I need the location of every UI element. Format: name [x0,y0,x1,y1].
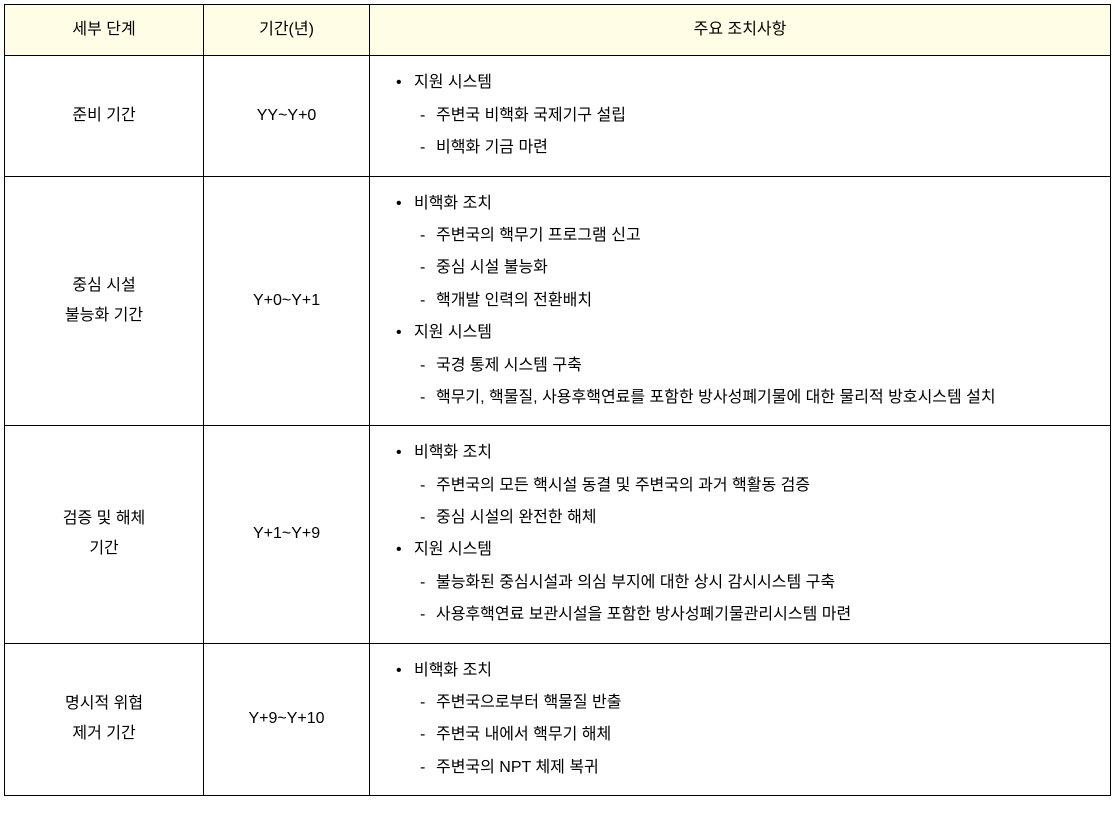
section-title: 비핵화 조치 [414,195,492,212]
cell-period: Y+1~Y+9 [204,426,370,643]
section-list: 비핵화 조치주변국으로부터 핵물질 반출주변국 내에서 핵무기 해체주변국의 N… [382,656,1098,784]
action-item: 주변국으로부터 핵물질 반출 [418,688,1098,718]
cell-stage: 중심 시설불능화 기간 [5,176,204,426]
header-stage: 세부 단계 [5,5,204,56]
section-list: 비핵화 조치주변국의 핵무기 프로그램 신고중심 시설 불능화핵개발 인력의 전… [382,189,1098,414]
cell-action: 지원 시스템주변국 비핵화 국제기구 설립비핵화 기금 마련 [369,56,1110,176]
header-action: 주요 조치사항 [369,5,1110,56]
item-list: 주변국의 핵무기 프로그램 신고중심 시설 불능화핵개발 인력의 전환배치 [414,221,1098,316]
section-list: 비핵화 조치주변국의 모든 핵시설 동결 및 주변국의 과거 핵활동 검증중심 … [382,438,1098,630]
item-list: 주변국 비핵화 국제기구 설립비핵화 기금 마련 [414,101,1098,164]
action-item: 주변국의 핵무기 프로그램 신고 [418,221,1098,251]
action-item: 핵개발 인력의 전환배치 [418,286,1098,316]
action-item: 주변국 내에서 핵무기 해체 [418,720,1098,750]
section-item: 지원 시스템국경 통제 시스템 구축핵무기, 핵물질, 사용후핵연료를 포함한 … [390,318,1098,413]
section-list: 지원 시스템주변국 비핵화 국제기구 설립비핵화 기금 마련 [382,68,1098,163]
cell-period: Y+9~Y+10 [204,643,370,796]
stage-label: 기간 [89,540,118,557]
stage-label: 중심 시설 [72,277,135,294]
table-row: 준비 기간YY~Y+0지원 시스템주변국 비핵화 국제기구 설립비핵화 기금 마… [5,56,1111,176]
table-row: 검증 및 해체기간Y+1~Y+9비핵화 조치주변국의 모든 핵시설 동결 및 주… [5,426,1111,643]
action-item: 사용후핵연료 보관시설을 포함한 방사성폐기물관리시스템 마련 [418,600,1098,630]
cell-period: Y+0~Y+1 [204,176,370,426]
cell-stage: 준비 기간 [5,56,204,176]
table-body: 준비 기간YY~Y+0지원 시스템주변국 비핵화 국제기구 설립비핵화 기금 마… [5,56,1111,796]
stage-label: 준비 기간 [72,107,135,124]
stage-label: 불능화 기간 [65,307,143,324]
section-item: 지원 시스템주변국 비핵화 국제기구 설립비핵화 기금 마련 [390,68,1098,163]
table-row: 중심 시설불능화 기간Y+0~Y+1비핵화 조치주변국의 핵무기 프로그램 신고… [5,176,1111,426]
section-item: 지원 시스템불능화된 중심시설과 의심 부지에 대한 상시 감시시스템 구축사용… [390,535,1098,630]
action-item: 중심 시설 불능화 [418,253,1098,283]
section-title: 비핵화 조치 [414,444,492,461]
section-title: 지원 시스템 [414,74,492,91]
item-list: 주변국으로부터 핵물질 반출주변국 내에서 핵무기 해체주변국의 NPT 체제 … [414,688,1098,783]
cell-action: 비핵화 조치주변국의 핵무기 프로그램 신고중심 시설 불능화핵개발 인력의 전… [369,176,1110,426]
header-period: 기간(년) [204,5,370,56]
cell-stage: 검증 및 해체기간 [5,426,204,643]
cell-stage: 명시적 위협제거 기간 [5,643,204,796]
stage-label: 명시적 위협 [65,695,143,712]
cell-action: 비핵화 조치주변국의 모든 핵시설 동결 및 주변국의 과거 핵활동 검증중심 … [369,426,1110,643]
item-list: 불능화된 중심시설과 의심 부지에 대한 상시 감시시스템 구축사용후핵연료 보… [414,568,1098,631]
table-row: 명시적 위협제거 기간Y+9~Y+10비핵화 조치주변국으로부터 핵물질 반출주… [5,643,1111,796]
cell-period: YY~Y+0 [204,56,370,176]
action-item: 주변국 비핵화 국제기구 설립 [418,101,1098,131]
action-item: 국경 통제 시스템 구축 [418,351,1098,381]
item-list: 국경 통제 시스템 구축핵무기, 핵물질, 사용후핵연료를 포함한 방사성폐기물… [414,351,1098,414]
section-item: 비핵화 조치주변국의 모든 핵시설 동결 및 주변국의 과거 핵활동 검증중심 … [390,438,1098,533]
table-header-row: 세부 단계 기간(년) 주요 조치사항 [5,5,1111,56]
action-item: 중심 시설의 완전한 해체 [418,503,1098,533]
item-list: 주변국의 모든 핵시설 동결 및 주변국의 과거 핵활동 검증중심 시설의 완전… [414,471,1098,534]
action-item: 비핵화 기금 마련 [418,133,1098,163]
section-item: 비핵화 조치주변국의 핵무기 프로그램 신고중심 시설 불능화핵개발 인력의 전… [390,189,1098,317]
action-item: 불능화된 중심시설과 의심 부지에 대한 상시 감시시스템 구축 [418,568,1098,598]
denuclearization-phases-table: 세부 단계 기간(년) 주요 조치사항 준비 기간YY~Y+0지원 시스템주변국… [4,4,1111,796]
cell-action: 비핵화 조치주변국으로부터 핵물질 반출주변국 내에서 핵무기 해체주변국의 N… [369,643,1110,796]
action-item: 핵무기, 핵물질, 사용후핵연료를 포함한 방사성폐기물에 대한 물리적 방호시… [418,383,1098,413]
section-title: 지원 시스템 [414,541,492,558]
section-title: 지원 시스템 [414,324,492,341]
action-item: 주변국의 모든 핵시설 동결 및 주변국의 과거 핵활동 검증 [418,471,1098,501]
section-item: 비핵화 조치주변국으로부터 핵물질 반출주변국 내에서 핵무기 해체주변국의 N… [390,656,1098,784]
stage-label: 검증 및 해체 [63,510,146,527]
stage-label: 제거 기간 [72,725,135,742]
section-title: 비핵화 조치 [414,662,492,679]
action-item: 주변국의 NPT 체제 복귀 [418,753,1098,783]
